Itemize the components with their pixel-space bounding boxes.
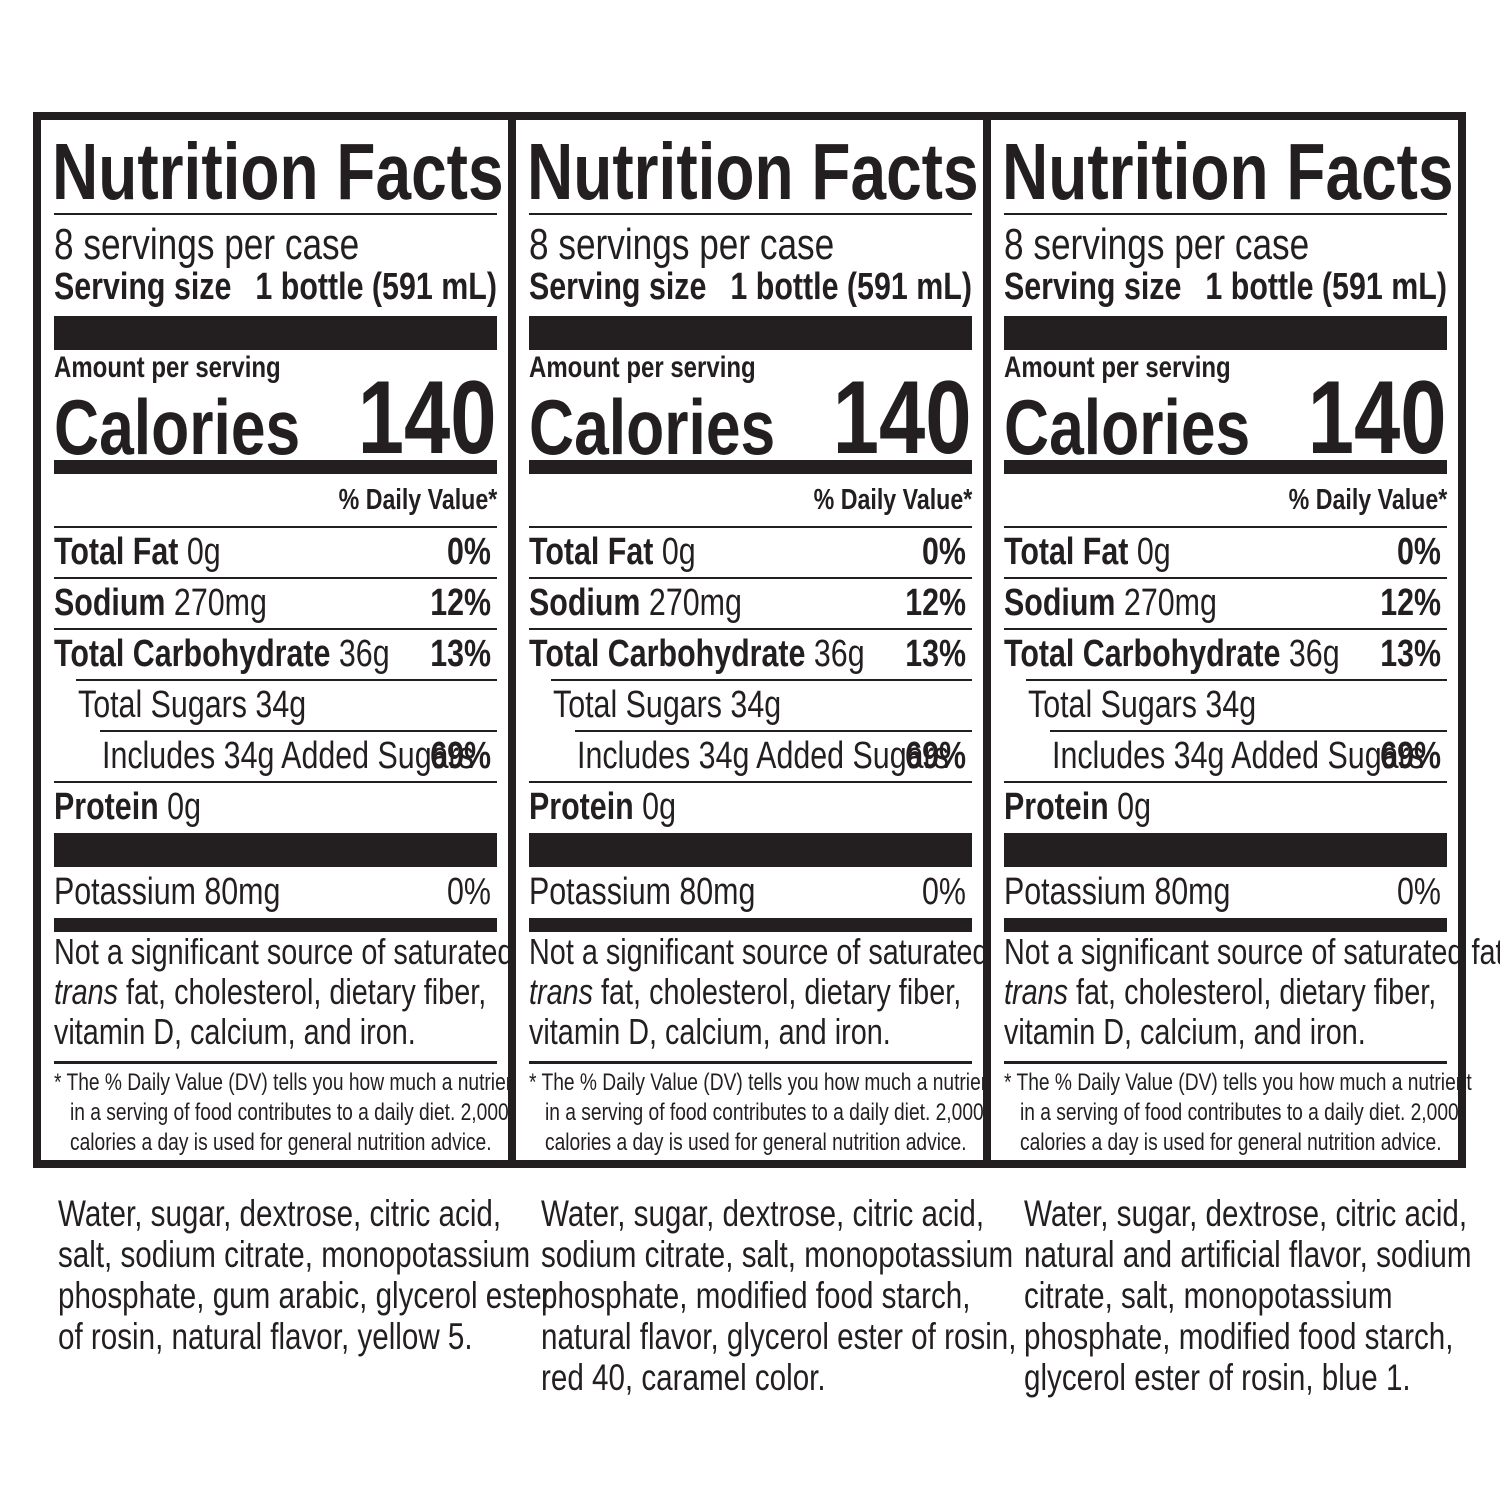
carbohydrate-row: Total Carbohydrate 36g 13% (529, 633, 966, 675)
medium-rule (529, 918, 972, 932)
sodium-row: Sodium 270mg 12% (54, 582, 491, 624)
potassium-row: Potassium 80mg 0% (529, 871, 966, 913)
thick-rule (54, 316, 497, 350)
daily-value-header: % Daily Value* (338, 484, 497, 516)
daily-value-footnote: * The % Daily Value (DV) tells you how m… (1004, 1069, 1472, 1156)
not-significant-statement: Not a significant source of saturated fa… (1004, 931, 1500, 1052)
serving-size-value: 1 bottle (591 mL) (255, 266, 497, 308)
potassium-row: Potassium 80mg 0% (1004, 871, 1441, 913)
calories-value: 140 (833, 360, 972, 476)
protein-row: Protein 0g (529, 786, 676, 828)
added-sugars-row: Includes 34g Added Sugars 69% (1052, 735, 1441, 777)
serving-size-label: Serving size (529, 266, 707, 308)
added-sugars-row: Includes 34g Added Sugars 69% (577, 735, 966, 777)
calories-label: Calories (54, 383, 301, 471)
potassium-row: Potassium 80mg 0% (54, 871, 491, 913)
nutrition-label-1: Nutrition Facts 8 servings per case Serv… (41, 120, 561, 1160)
carbohydrate-row: Total Carbohydrate 36g 13% (1004, 633, 1441, 675)
amount-per-serving: Amount per serving (529, 351, 756, 384)
sugars-row: Total Sugars 34g (1028, 684, 1257, 726)
thick-rule (1004, 833, 1447, 867)
servings-per-container: 8 servings per case (54, 220, 360, 269)
ingredients-2: Water, sugar, dextrose, citric acid, sod… (541, 1193, 1017, 1398)
amount-per-serving: Amount per serving (54, 351, 281, 384)
serving-size-value: 1 bottle (591 mL) (1205, 266, 1447, 308)
daily-value-header: % Daily Value* (1288, 484, 1447, 516)
carbohydrate-row: Total Carbohydrate 36g 13% (54, 633, 491, 675)
medium-rule (529, 460, 972, 474)
sugars-row: Total Sugars 34g (553, 684, 782, 726)
total-fat-row: Total Fat 0g 0% (529, 531, 966, 573)
protein-row: Protein 0g (54, 786, 201, 828)
thick-rule (1004, 316, 1447, 350)
title: Nutrition Facts (52, 127, 504, 216)
protein-row: Protein 0g (1004, 786, 1151, 828)
medium-rule (1004, 460, 1447, 474)
total-fat-row: Total Fat 0g 0% (54, 531, 491, 573)
title: Nutrition Facts (1002, 127, 1454, 216)
serving-size-label: Serving size (1004, 266, 1182, 308)
added-sugars-row: Includes 34g Added Sugars 69% (102, 735, 491, 777)
serving-size-value: 1 bottle (591 mL) (730, 266, 972, 308)
sodium-row: Sodium 270mg 12% (529, 582, 966, 624)
thick-rule (54, 833, 497, 867)
calories-label: Calories (529, 383, 776, 471)
serving-size-label: Serving size (54, 266, 232, 308)
medium-rule (54, 918, 497, 932)
thick-rule (529, 833, 972, 867)
not-significant-statement: Not a significant source of saturated fa… (529, 931, 1037, 1052)
calories-value: 140 (358, 360, 497, 476)
ingredients-3: Water, sugar, dextrose, citric acid, nat… (1024, 1193, 1472, 1398)
medium-rule (1004, 918, 1447, 932)
ingredients-1: Water, sugar, dextrose, citric acid, sal… (58, 1193, 552, 1357)
title: Nutrition Facts (527, 127, 979, 216)
thick-rule (529, 316, 972, 350)
nutrition-label-2: Nutrition Facts 8 servings per case Serv… (516, 120, 1036, 1160)
medium-rule (54, 460, 497, 474)
calories-value: 140 (1308, 360, 1447, 476)
daily-value-header: % Daily Value* (813, 484, 972, 516)
not-significant-statement: Not a significant source of saturated fa… (54, 931, 562, 1052)
daily-value-footnote: * The % Daily Value (DV) tells you how m… (529, 1069, 997, 1156)
total-fat-row: Total Fat 0g 0% (1004, 531, 1441, 573)
sugars-row: Total Sugars 34g (78, 684, 307, 726)
amount-per-serving: Amount per serving (1004, 351, 1231, 384)
sodium-row: Sodium 270mg 12% (1004, 582, 1441, 624)
nutrition-label-3: Nutrition Facts 8 servings per case Serv… (991, 120, 1500, 1160)
calories-label: Calories (1004, 383, 1251, 471)
daily-value-footnote: * The % Daily Value (DV) tells you how m… (54, 1069, 522, 1156)
nutrition-labels-frame: Nutrition Facts 8 servings per case Serv… (33, 112, 1500, 1168)
servings-per-container: 8 servings per case (529, 220, 835, 269)
servings-per-container: 8 servings per case (1004, 220, 1310, 269)
